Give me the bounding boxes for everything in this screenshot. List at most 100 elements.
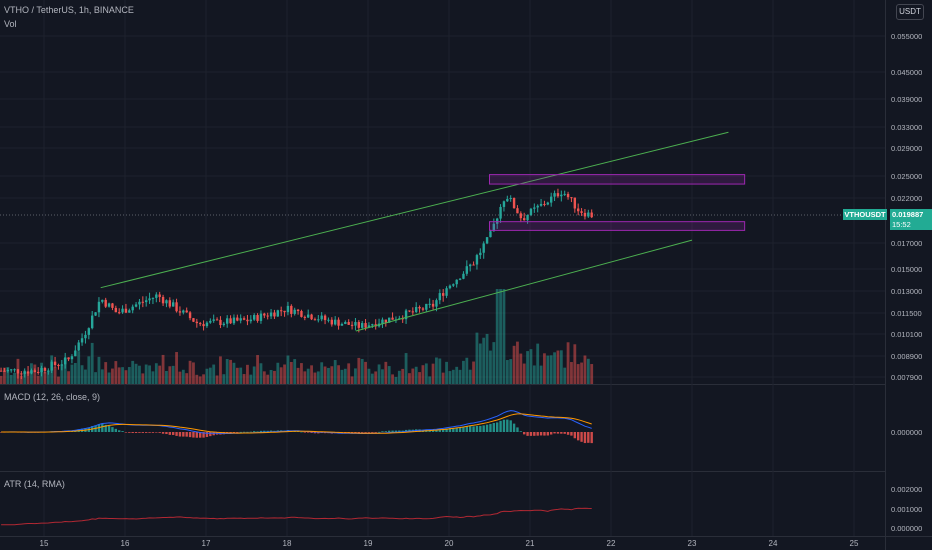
candle xyxy=(236,317,239,321)
volume-bar xyxy=(232,362,236,384)
candle xyxy=(222,323,226,326)
candle xyxy=(296,309,300,312)
macd-histogram-bar xyxy=(306,432,310,433)
macd-histogram-bar xyxy=(479,425,482,432)
macd-histogram-bar xyxy=(526,432,529,436)
macd-histogram-bar xyxy=(171,432,175,435)
candle xyxy=(212,319,215,321)
macd-histogram-bar xyxy=(151,432,155,433)
candle xyxy=(36,371,40,373)
volume-bar xyxy=(462,360,465,384)
time-tick-label: 21 xyxy=(526,539,535,548)
volume-bar xyxy=(249,374,253,384)
volume-bar xyxy=(475,332,479,384)
macd-histogram-bar xyxy=(158,432,161,433)
candle xyxy=(279,310,283,312)
last-price-value: 0.019887 xyxy=(890,209,932,220)
candle xyxy=(30,370,33,374)
candle xyxy=(80,338,84,343)
volume-bar xyxy=(310,365,313,384)
time-tick-label: 19 xyxy=(364,539,373,548)
price-tick-label: 0.017000 xyxy=(891,239,922,248)
volume-bar xyxy=(202,374,205,384)
volume-bar xyxy=(391,374,394,384)
candle xyxy=(489,231,492,238)
volume-bar xyxy=(77,351,81,384)
volume-bar xyxy=(343,368,347,384)
volume-bar xyxy=(549,355,553,384)
volume-bar xyxy=(293,359,297,384)
volume-bar xyxy=(303,371,307,384)
volume-bar xyxy=(205,368,209,384)
candle xyxy=(438,293,442,301)
symbol-title[interactable]: VTHO / TetherUS, 1h, BINANCE xyxy=(4,5,134,15)
volume-bar xyxy=(84,369,87,384)
macd-histogram-bar xyxy=(111,427,114,432)
volume-bar xyxy=(397,370,401,384)
atr-label[interactable]: ATR (14, RMA) xyxy=(4,479,65,489)
volume-bar xyxy=(367,368,371,384)
candle xyxy=(418,307,421,309)
macd-histogram-bar xyxy=(175,432,178,436)
volume-label[interactable]: Vol xyxy=(4,19,17,29)
candle xyxy=(408,310,411,312)
volume-bar xyxy=(269,369,273,384)
volume-bar xyxy=(104,362,108,384)
candle xyxy=(465,266,469,274)
price-tick-label: 0.039000 xyxy=(891,95,922,104)
candle xyxy=(580,211,583,213)
macd-histogram-bar xyxy=(549,432,553,435)
macd-histogram-bar xyxy=(441,429,445,432)
volume-bar xyxy=(67,371,70,384)
candle xyxy=(333,319,337,325)
volume-bar xyxy=(19,375,23,384)
volume-bar xyxy=(586,358,590,384)
volume-bar xyxy=(111,368,114,384)
candle xyxy=(104,299,107,307)
candle xyxy=(509,198,512,200)
candle xyxy=(33,370,37,372)
volume-bar xyxy=(219,356,222,384)
volume-bar xyxy=(235,367,239,384)
volume-bar xyxy=(161,354,165,384)
currency-selector[interactable]: USDT xyxy=(896,4,924,20)
macd-histogram-bar xyxy=(455,427,458,432)
volume-bar xyxy=(468,369,472,384)
macd-label[interactable]: MACD (12, 26, close, 9) xyxy=(4,392,101,402)
volume-bar xyxy=(13,372,16,384)
volume-bar xyxy=(441,372,445,384)
candle xyxy=(13,369,16,371)
volume-bar xyxy=(408,373,411,384)
candle xyxy=(148,298,151,301)
candle xyxy=(317,319,320,321)
candle xyxy=(384,319,388,323)
candle xyxy=(303,316,307,318)
candle xyxy=(215,319,219,321)
candle xyxy=(171,302,175,307)
candle xyxy=(67,357,70,360)
candle xyxy=(9,369,13,371)
candle xyxy=(23,371,26,374)
candle xyxy=(519,213,523,219)
volume-bar xyxy=(478,343,482,384)
candle xyxy=(387,317,391,323)
volume-bar xyxy=(138,365,141,384)
volume-bar xyxy=(185,373,189,384)
volume-bar xyxy=(529,349,533,384)
candle xyxy=(155,294,158,298)
candle xyxy=(330,319,334,325)
volume-bar xyxy=(154,363,158,384)
volume-bar xyxy=(117,367,121,384)
candle xyxy=(94,312,97,316)
candle xyxy=(425,303,428,310)
candle xyxy=(492,223,496,232)
volume-bar xyxy=(168,366,172,384)
macd-histogram-bar xyxy=(387,430,391,432)
macd-histogram-bar xyxy=(303,432,307,433)
volume-bar xyxy=(33,364,37,384)
candle xyxy=(300,311,303,317)
macd-histogram-bar xyxy=(583,432,587,444)
volume-bar xyxy=(300,363,303,384)
volume-bar xyxy=(401,368,405,384)
